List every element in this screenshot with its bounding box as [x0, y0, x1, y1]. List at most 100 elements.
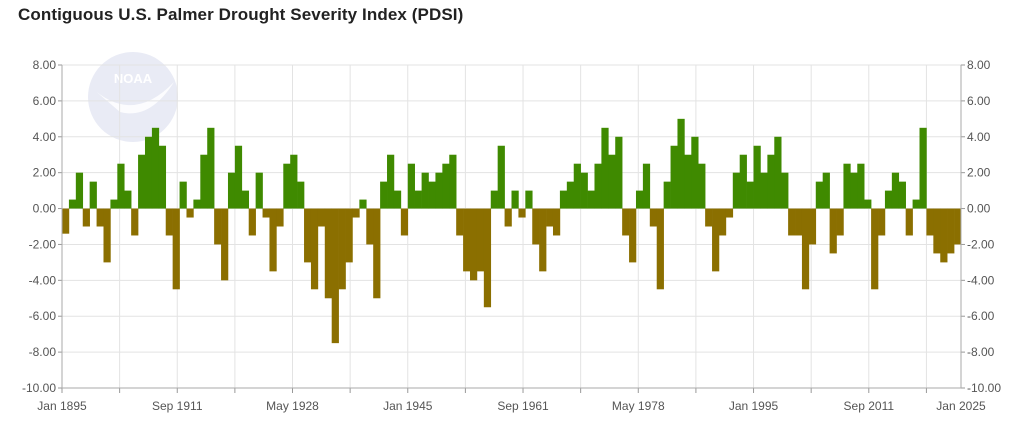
- pdsi-bar: [739, 154, 747, 209]
- pdsi-bar: [96, 208, 104, 227]
- pdsi-bar: [338, 208, 346, 290]
- pdsi-bar: [483, 208, 492, 308]
- pdsi-bar: [297, 181, 305, 209]
- y-tick-label-left: -4.00: [29, 273, 57, 287]
- pdsi-bar: [905, 208, 913, 236]
- pdsi-bar: [110, 199, 118, 209]
- y-tick-label-right: -2.00: [967, 237, 995, 251]
- pdsi-bar: [463, 208, 471, 272]
- pdsi-bar: [712, 208, 720, 272]
- pdsi-bar: [698, 163, 706, 209]
- pdsi-bar: [767, 154, 775, 209]
- y-tick-label-left: -2.00: [29, 237, 57, 251]
- pdsi-bar: [525, 190, 533, 209]
- pdsi-bar: [117, 163, 125, 209]
- y-tick-label-left: -6.00: [29, 309, 57, 323]
- pdsi-bar: [656, 208, 664, 290]
- pdsi-bar: [158, 145, 167, 209]
- pdsi-bar: [566, 181, 575, 209]
- pdsi-bar: [705, 208, 713, 227]
- x-tick-label: Jan 2025: [936, 399, 986, 413]
- pdsi-bar: [331, 208, 339, 344]
- x-tick-label: Jan 1995: [729, 399, 779, 413]
- pdsi-bar: [476, 208, 485, 272]
- pdsi-bar: [670, 145, 678, 209]
- pdsi-bar: [89, 181, 97, 209]
- pdsi-bar: [290, 154, 298, 209]
- pdsi-bar: [684, 154, 692, 209]
- pdsi-bar: [718, 208, 727, 236]
- pdsi-bar: [864, 199, 872, 209]
- pdsi-bar: [124, 190, 132, 209]
- pdsi-bar: [490, 190, 498, 209]
- pdsi-bar: [172, 208, 180, 290]
- pdsi-bar: [304, 208, 312, 263]
- pdsi-bar: [324, 208, 332, 299]
- pdsi-bar: [774, 136, 782, 209]
- noaa-watermark: NOAA: [88, 52, 178, 142]
- pdsi-bar: [891, 172, 900, 209]
- y-tick-label-left: 0.00: [33, 202, 57, 216]
- pdsi-bar: [62, 208, 70, 234]
- pdsi-bar: [926, 208, 934, 236]
- pdsi-bar: [269, 208, 277, 272]
- y-tick-label-right: 0.00: [967, 202, 991, 216]
- pdsi-bar: [594, 163, 602, 209]
- pdsi-bar: [75, 172, 84, 209]
- pdsi-bar: [255, 172, 263, 209]
- x-tick-label: Jan 1945: [383, 399, 433, 413]
- pdsi-bar: [373, 208, 381, 299]
- pdsi-bar: [912, 199, 920, 209]
- pdsi-bar: [352, 208, 360, 218]
- pdsi-bar: [497, 145, 505, 209]
- pdsi-bar: [227, 172, 236, 209]
- pdsi-bar: [359, 199, 367, 209]
- pdsi-bar: [387, 154, 395, 209]
- pdsi-bar: [421, 172, 429, 209]
- y-tick-label-left: -8.00: [29, 345, 57, 359]
- pdsi-bar: [836, 208, 844, 236]
- x-tick-label: Jan 1895: [37, 399, 87, 413]
- pdsi-bar: [691, 136, 699, 209]
- pdsi-bar: [663, 181, 671, 209]
- pdsi-bar: [850, 172, 858, 209]
- pdsi-bar: [788, 208, 796, 236]
- pdsi-bar: [283, 163, 291, 209]
- pdsi-bar: [248, 208, 256, 236]
- y-tick-label-right: -4.00: [967, 273, 995, 287]
- pdsi-bar: [815, 181, 823, 209]
- pdsi-bar: [366, 208, 374, 245]
- y-tick-label-left: 8.00: [33, 58, 57, 72]
- pdsi-bar: [871, 208, 879, 290]
- pdsi-bar: [898, 181, 906, 209]
- y-tick-label-left: 2.00: [33, 166, 57, 180]
- pdsi-bar: [615, 136, 623, 209]
- pdsi-bar: [635, 190, 644, 209]
- pdsi-bar: [428, 181, 436, 209]
- pdsi-bar: [795, 208, 803, 236]
- pdsi-bar: [407, 163, 415, 209]
- pdsi-bar: [138, 154, 146, 209]
- y-tick-label-right: 2.00: [967, 166, 991, 180]
- y-tick-label-left: 4.00: [33, 130, 57, 144]
- y-tick-label-right: -8.00: [967, 345, 995, 359]
- pdsi-bar: [234, 145, 243, 209]
- pdsi-bar: [801, 208, 810, 290]
- pdsi-bar: [829, 208, 837, 254]
- chart-title: Contiguous U.S. Palmer Drought Severity …: [18, 5, 464, 24]
- pdsi-bar: [82, 208, 90, 227]
- pdsi-bar: [884, 190, 893, 209]
- pdsi-bar: [345, 208, 353, 263]
- pdsi-bar: [622, 208, 630, 236]
- pdsi-bar: [919, 127, 927, 209]
- pdsi-bar: [380, 181, 388, 209]
- y-tick-label-left: 6.00: [33, 94, 57, 108]
- pdsi-bar: [857, 163, 865, 209]
- noaa-logo-text: NOAA: [114, 71, 153, 86]
- pdsi-bar: [179, 181, 187, 209]
- pdsi-bar: [954, 208, 962, 245]
- x-tick-label: May 1978: [612, 399, 665, 413]
- pdsi-bar: [310, 208, 319, 290]
- pdsi-bar: [504, 208, 512, 227]
